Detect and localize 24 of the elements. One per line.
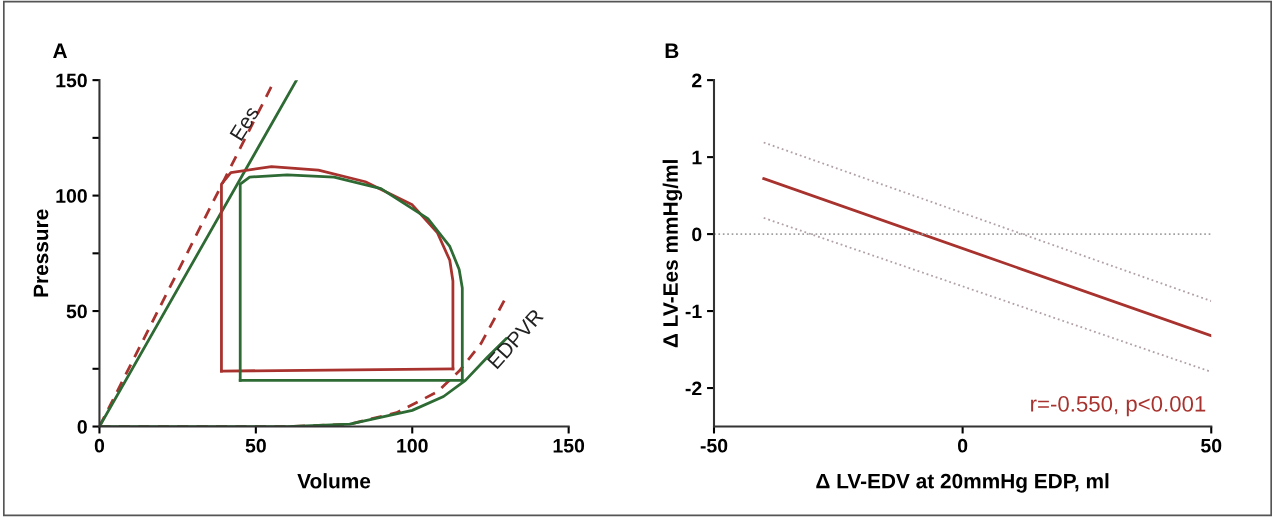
x-tick-label: 0 — [957, 438, 968, 453]
y-tick-label: 1 — [692, 150, 702, 165]
x-tick-label: 100 — [397, 438, 428, 453]
annotation: r=-0.550, p<0.001 — [1031, 396, 1206, 417]
y-tick-label: -1 — [685, 304, 702, 319]
annotation: Ees — [229, 105, 260, 142]
chart-title: B — [665, 43, 679, 58]
chart-title: A — [53, 43, 68, 58]
y-axis-title: Δ LV-Ees mmHg/ml — [662, 160, 683, 348]
y-tick-label: 0 — [692, 227, 702, 242]
y-tick-label: 50 — [66, 304, 87, 319]
x-axis-title: Δ LV-EDV at 20mmHg EDP, ml — [816, 473, 1109, 493]
y-tick-label: 150 — [56, 73, 87, 88]
x-tick-label: 150 — [553, 438, 585, 453]
y-axis-title: Pressure — [33, 209, 49, 297]
y-tick-label: 2 — [692, 73, 702, 88]
x-axis-title: Volume — [297, 473, 371, 489]
y-tick-label: 100 — [56, 189, 87, 203]
x-tick-label: -50 — [700, 438, 728, 453]
x-tick-label: 50 — [1201, 438, 1222, 453]
y-tick-label: 0 — [77, 419, 87, 434]
x-tick-label: 0 — [94, 438, 105, 453]
y-tick-label: -2 — [685, 381, 702, 396]
x-tick-label: 50 — [245, 438, 266, 453]
